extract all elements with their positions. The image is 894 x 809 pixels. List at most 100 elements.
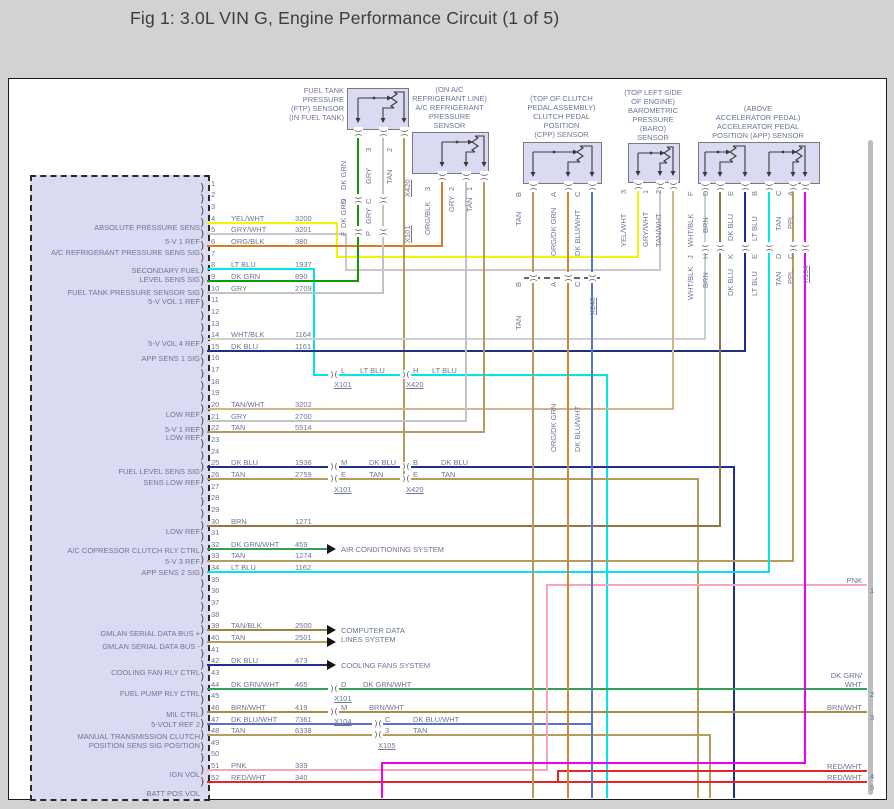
pin-50-number: 50: [211, 749, 220, 758]
pin-35-bracket: ): [200, 577, 205, 590]
pin-38-number: 38: [211, 610, 220, 619]
sensor-box-app-sensor: [698, 142, 820, 184]
pin-31-bracket: ): [200, 530, 205, 543]
pin-26-number: 26: [211, 470, 220, 479]
pin-6-bracket: ): [200, 239, 205, 252]
wire-label-vertical: A: [549, 191, 558, 197]
pin-49-bracket: ): [200, 740, 205, 753]
pin-47-label: 5-VOLT REF 2: [151, 720, 200, 729]
pin-46-wire-color: BRN/WHT: [231, 703, 266, 712]
connector-break: )(: [400, 462, 411, 471]
pin-52-label: BATT POS VOL: [146, 789, 201, 798]
pin-41-bracket: ): [200, 647, 205, 660]
wire-tan-2501-segment: [207, 641, 328, 643]
pin-34-circuit-number: 1162: [295, 563, 312, 572]
wire-brn-wht-419-segment: [207, 711, 867, 713]
wire-org-blk-380-segment: [207, 245, 443, 247]
pin-44-circuit-number: 465: [295, 680, 308, 689]
exit-wire-label: RED/WHT: [827, 773, 862, 782]
pin-44-number: 44: [211, 680, 220, 689]
pin-33-label: 5-V 3 REF: [164, 557, 200, 566]
wire-label: H: [413, 366, 419, 375]
connector-break: )(: [400, 370, 411, 379]
wire-dk-blu-wht-7361-segment: [207, 723, 593, 725]
wire-label-vertical: C: [573, 281, 582, 287]
pin-39-circuit-number: 2500: [295, 621, 312, 630]
wire-label-vertical: DK BLU/WHT: [573, 209, 582, 256]
wire-label-vertical: A: [786, 190, 795, 196]
wire-dk-blu-1161-segment: [744, 181, 746, 352]
wire-dk-grn-890-segment: [207, 280, 359, 282]
pin-32-bracket: ): [200, 542, 205, 555]
pin-22-bracket: ): [200, 425, 205, 438]
connector-break: )(: [765, 242, 774, 253]
wire-label: LT BLU: [360, 366, 385, 375]
wire-label-vertical: DK BLU: [726, 213, 735, 241]
pin-22-label: LOW REF: [165, 433, 200, 442]
wire-label-vertical: P: [364, 230, 373, 236]
connector-break: )(: [801, 181, 810, 192]
pin-22-number: 22: [211, 423, 220, 432]
wire-tan-wht-3202-segment: [207, 408, 674, 410]
wire-brn-1271-segment: [719, 181, 721, 527]
wire-tan-blk-2500-segment: [207, 629, 328, 631]
pin-32-label: A/C COPRESSOR CLUTCH RLY CTRL: [67, 546, 200, 555]
pin-19-bracket: ): [200, 390, 205, 403]
exit-number: 4: [870, 772, 875, 781]
pin-14-label: 5-V VOL 4 REF: [148, 339, 200, 348]
wire-label: L: [341, 366, 346, 375]
pin-36-bracket: ): [200, 588, 205, 601]
figure-title: Fig 1: 3.0L VIN G, Engine Performance Ci…: [130, 8, 560, 28]
pin-43-number: 43: [211, 668, 220, 677]
connector-break: )(: [765, 181, 774, 192]
exit-number: 2: [870, 690, 875, 699]
wire-label-vertical: 2: [654, 189, 663, 194]
wire-gry-wht-3201-segment: [659, 180, 661, 271]
pin-22-wire-color: TAN: [231, 423, 246, 432]
wire-label-vertical: A: [549, 281, 558, 287]
wire-label: TAN: [369, 470, 384, 479]
wire-label-vertical: K: [726, 253, 735, 259]
pin-34-bracket: ): [200, 565, 205, 578]
pin-6-wire-color: ORG/BLK: [231, 237, 265, 246]
pin-26-wire-color: TAN: [231, 470, 246, 479]
pcm-module-box: [30, 175, 210, 801]
pin-33-circuit-number: 1274: [295, 551, 312, 560]
connector-break: )(: [328, 684, 339, 693]
pin-11-number: 11: [211, 295, 219, 304]
sensor-caption-cpp-sensor: (TOP OF CLUTCH PEDAL ASSEMBLY) CLUTCH PE…: [527, 94, 596, 139]
wire-label-vertical: WHT/BLK: [686, 213, 695, 247]
scrollbar[interactable]: [868, 140, 873, 795]
pin-31-number: 31: [211, 528, 220, 537]
system-label: COOLING FANS SYSTEM: [341, 661, 431, 670]
wire-label-vertical: B: [750, 190, 759, 196]
connector-break: )(: [354, 127, 363, 138]
wire-label-vertical: PPL: [786, 214, 795, 229]
pin-33-bracket: ): [200, 553, 205, 566]
pin-43-bracket: ): [200, 670, 205, 683]
wire-label-vertical: C: [786, 253, 795, 259]
exit-number: 5: [870, 783, 875, 792]
pin-5-bracket: ): [200, 227, 205, 240]
exit-wire-label: BRN/WHT: [827, 703, 862, 712]
connector-break: )(: [400, 474, 411, 483]
wire-label-vertical: D: [774, 253, 783, 259]
pin-42-circuit-number: 473: [295, 656, 308, 665]
pin-8-number: 8: [211, 260, 216, 269]
pin-29-bracket: ): [200, 507, 205, 520]
wire-yel-wht-3200-segment: [336, 222, 338, 258]
wire-label-vertical: TAN/WHT: [654, 213, 663, 247]
pin-4-label: ABSOLUTE PRESSURE SENS: [94, 223, 200, 232]
pin-16-bracket: ): [200, 355, 205, 368]
wire-tan-2759-segment: [207, 478, 699, 480]
pin-48-number: 48: [211, 726, 220, 735]
pin-3-number: 3: [211, 202, 216, 211]
wire-wht-blk-1164-segment: [704, 181, 706, 340]
connector-break: )(: [462, 171, 471, 182]
pin-20-label: LOW REF: [165, 410, 200, 419]
connector-break: )(: [328, 707, 339, 716]
wire-red-wht-340-segment: [207, 781, 867, 783]
pin-48-wire-color: TAN: [231, 726, 246, 735]
pin-5-number: 5: [211, 225, 216, 234]
connector-label-vertical: X240: [588, 297, 597, 315]
